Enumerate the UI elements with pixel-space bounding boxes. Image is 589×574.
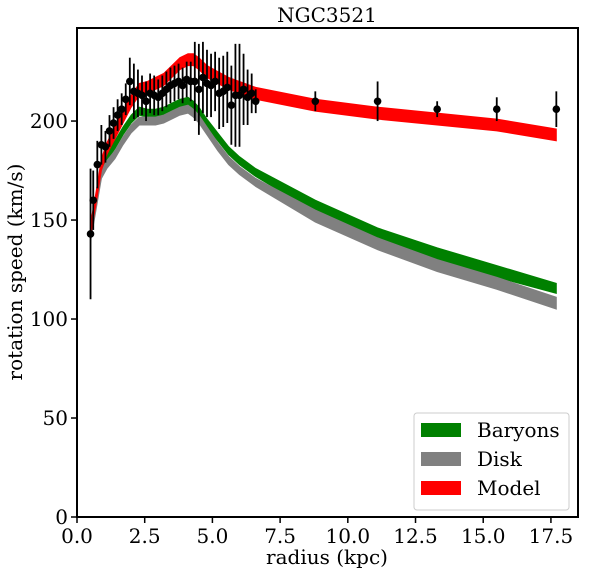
point-marker xyxy=(552,105,561,113)
y-axis-ticks: 0 50 100 150 200 xyxy=(30,109,77,529)
point-marker xyxy=(86,230,95,238)
x-axis-label: radius (kpc) xyxy=(266,545,388,569)
point-marker xyxy=(89,196,98,205)
point-marker xyxy=(433,105,441,113)
data-point xyxy=(219,55,228,127)
y-axis-label: rotation speed (km/s) xyxy=(3,164,27,381)
data-point xyxy=(235,43,244,147)
data-point xyxy=(117,93,126,126)
legend-label-baryons: Baryons xyxy=(477,418,560,442)
point-marker xyxy=(105,127,114,135)
point-marker xyxy=(492,105,501,113)
point-marker xyxy=(121,95,130,104)
data-point xyxy=(492,97,501,122)
legend-label-model: Model xyxy=(477,476,541,500)
point-marker xyxy=(109,119,118,127)
point-marker xyxy=(101,142,110,151)
data-point xyxy=(227,65,236,145)
point-marker xyxy=(117,105,126,113)
point-marker xyxy=(113,111,122,119)
point-marker xyxy=(373,97,382,106)
data-point xyxy=(211,51,219,112)
x-tick-label: 12.5 xyxy=(393,524,438,548)
point-marker xyxy=(239,85,248,94)
point-marker xyxy=(211,77,219,86)
data-point xyxy=(105,115,114,147)
data-point xyxy=(251,89,260,114)
data-point xyxy=(552,91,561,127)
point-marker xyxy=(142,97,150,106)
plot-frame xyxy=(76,27,579,518)
data-point xyxy=(93,140,102,189)
data-point xyxy=(126,57,134,106)
data-point xyxy=(239,53,248,126)
legend-swatch-disk xyxy=(421,452,461,466)
point-marker xyxy=(235,91,244,100)
point-marker xyxy=(126,77,134,86)
data-point xyxy=(191,41,199,122)
point-marker xyxy=(199,73,207,82)
x-tick-label: 0.0 xyxy=(61,524,93,548)
data-point xyxy=(109,107,118,139)
data-point xyxy=(138,75,146,116)
x-tick-label: 17.5 xyxy=(529,524,574,548)
legend-label-disk: Disk xyxy=(477,447,523,471)
x-tick-label: 10.0 xyxy=(326,524,371,548)
data-point xyxy=(86,168,95,300)
legend-swatch-baryons xyxy=(421,423,461,437)
data-point xyxy=(373,81,382,122)
point-marker xyxy=(223,83,232,92)
data-point xyxy=(121,83,130,116)
y-tick-label: 150 xyxy=(30,208,68,232)
point-marker xyxy=(178,81,187,90)
x-tick-label: 15.0 xyxy=(461,524,506,548)
y-tick-label: 50 xyxy=(43,406,68,430)
x-axis-ticks: 0.0 2.5 5.0 7.5 10.0 12.5 15.0 17.5 xyxy=(61,517,573,548)
data-point xyxy=(195,43,203,135)
point-marker xyxy=(251,97,260,106)
data-point xyxy=(142,81,150,122)
data-point xyxy=(89,170,98,230)
y-tick-label: 200 xyxy=(30,109,68,133)
legend: Baryons Disk Model xyxy=(413,412,570,511)
data-point xyxy=(223,51,232,124)
legend-entries: Baryons Disk Model xyxy=(421,418,560,500)
point-marker xyxy=(227,101,236,110)
x-tick-label: 2.5 xyxy=(129,524,161,548)
data-point xyxy=(113,99,122,131)
data-point xyxy=(199,41,207,114)
band-disk xyxy=(90,104,557,310)
data-point xyxy=(243,69,252,126)
data-point xyxy=(207,53,215,118)
y-tick-label: 100 xyxy=(30,307,68,331)
point-marker xyxy=(93,160,102,169)
y-tick-label: 0 xyxy=(55,505,68,529)
data-point xyxy=(101,130,110,163)
legend-swatch-model xyxy=(421,481,461,495)
x-tick-label: 7.5 xyxy=(264,524,296,548)
point-marker xyxy=(191,77,199,86)
point-marker xyxy=(247,89,256,98)
data-point xyxy=(311,91,320,112)
point-marker xyxy=(138,91,146,100)
data-point xyxy=(178,67,187,104)
chart-title: NGC3521 xyxy=(277,3,377,27)
observed-data-points xyxy=(86,41,561,300)
data-point xyxy=(433,101,441,118)
point-marker xyxy=(311,97,320,106)
x-tick-label: 5.0 xyxy=(196,524,228,548)
point-marker xyxy=(195,85,203,94)
data-point xyxy=(247,73,256,114)
